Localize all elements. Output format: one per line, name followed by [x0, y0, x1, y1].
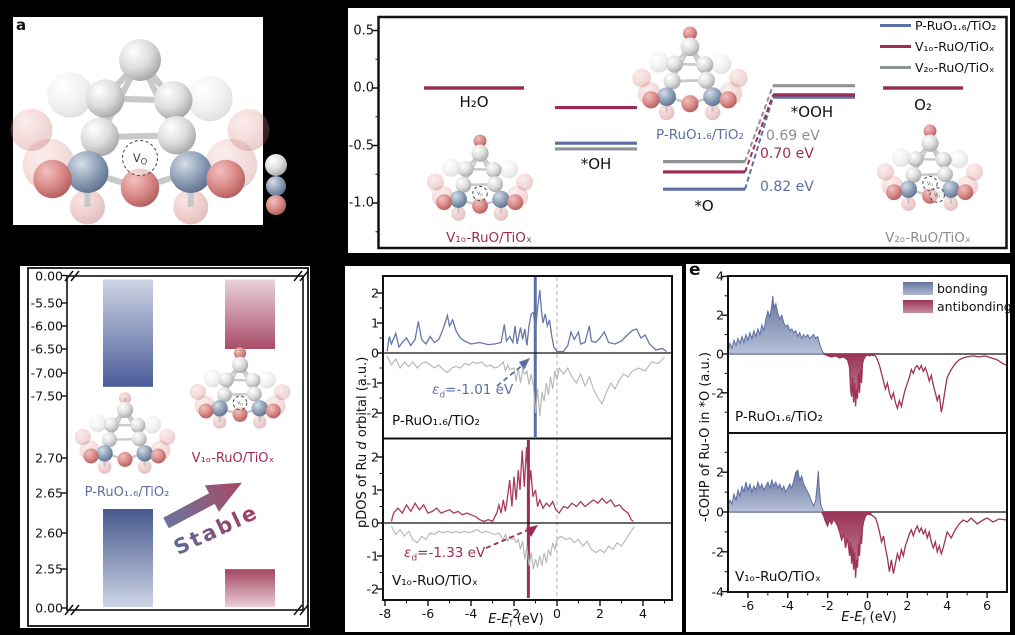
- d-ytick: 2: [371, 449, 379, 465]
- state-label-oh: *OH: [580, 155, 612, 173]
- c-ytick: -6.50: [30, 341, 63, 357]
- c-ytick: 2.70: [35, 450, 63, 466]
- c-ytick: 0.00: [35, 600, 63, 616]
- state-label-ooh: *OOH: [790, 103, 834, 121]
- o-atom-legend-sphere: [266, 195, 286, 215]
- state-label-o2: O₂: [914, 96, 932, 114]
- d-ytick: -1: [366, 548, 379, 564]
- c-ytick: -5.50: [30, 295, 63, 311]
- d-xtick: -2: [507, 606, 521, 621]
- barrier-v2o: 0.69 eV: [766, 128, 820, 144]
- barrier-p: 0.82 eV: [760, 179, 814, 195]
- e-ytick: 0: [716, 346, 724, 362]
- pdos-x-axis-label: E-Ef (eV): [488, 612, 544, 630]
- e-ytick: -2: [711, 544, 724, 560]
- legend-item-v1o: V₁ₒ-RuO/TiOₓ: [880, 39, 994, 54]
- bonding-swatch: [903, 282, 933, 295]
- cohp-legend-antibonding: antibonding: [903, 299, 1012, 314]
- inset-label-p: P-RuO₁.₆/TiO₂: [656, 127, 744, 143]
- panel-a-label: a: [16, 16, 27, 34]
- e-xtick: 4: [943, 598, 952, 613]
- e-ytick: -4: [711, 584, 724, 600]
- b-ytick: 0.5: [353, 23, 374, 38]
- d-ytick: 2: [371, 285, 379, 301]
- eps-annotation-p: εd=-1.01 eV: [432, 382, 514, 401]
- cohp-subplot-label-p: P-RuO₁.₆/TiO₂: [735, 409, 823, 425]
- eps-annotation-v1o: εd=-1.33 eV: [404, 545, 486, 564]
- c-ytick: -7.50: [30, 388, 63, 404]
- d-ytick: 0: [371, 515, 379, 531]
- inset-label-v1o: V₁ₒ-RuO/TiOₓ: [446, 230, 532, 246]
- state-label-o: *O: [694, 197, 714, 215]
- d-ytick: -2: [366, 405, 379, 421]
- b-ytick: -1.0: [348, 195, 374, 211]
- legend-line-gray: [880, 65, 911, 70]
- legend-label: antibonding: [937, 299, 1012, 314]
- legend-label: V₂ₒ-RuO/TiOₓ: [915, 60, 995, 75]
- category-label-p: P-RuO₁.₆/TiO₂: [84, 485, 170, 500]
- cohp-x-axis-label: E-Ef (eV): [841, 610, 897, 628]
- state-label-h2o: H₂O: [459, 93, 489, 111]
- panel-e-label: e: [689, 260, 701, 280]
- d-xtick: 4: [639, 606, 647, 621]
- e-xtick: -2: [821, 598, 834, 613]
- cohp-legend-bonding: bonding: [903, 281, 988, 296]
- panel-a-structure: [13, 17, 263, 225]
- cohp-y-axis-label: -COHP of Ru-O in *O (a.u.): [698, 352, 713, 522]
- e-ytick: 0: [716, 504, 724, 520]
- e-ytick: 4: [716, 268, 724, 284]
- d-xtick: 0: [553, 606, 561, 621]
- d-xtick: -4: [464, 606, 478, 621]
- e-xtick: 6: [983, 598, 992, 613]
- pdos-subplot-label-v1o: V₁ₒ-RuO/TiOₓ: [392, 573, 478, 589]
- c-ytick: 2.60: [35, 525, 63, 541]
- e-xtick: 0: [863, 598, 872, 613]
- e-ytick: 2: [716, 307, 724, 323]
- e-xtick: -4: [781, 598, 795, 613]
- legend-label: bonding: [937, 281, 988, 296]
- inset-label-v2o: V₂ₒ-RuO/TiOₓ: [885, 230, 971, 246]
- antibonding-swatch: [903, 300, 933, 313]
- legend-item-v2o: V₂ₒ-RuO/TiOₓ: [880, 60, 994, 75]
- legend-label: P-RuO₁.₆/TiO₂: [915, 18, 997, 33]
- c-ytick: 0.00: [35, 268, 63, 283]
- legend-label: V₁ₒ-RuO/TiOₓ: [915, 39, 995, 54]
- pdos-subplot-label-p: P-RuO₁.₆/TiO₂: [392, 413, 480, 429]
- b-ytick: 0.0: [353, 80, 374, 96]
- ti-atom-legend-sphere: [266, 176, 286, 196]
- d-xtick: -6: [421, 606, 435, 621]
- barrier-v1o: 0.70 eV: [760, 146, 814, 162]
- legend-line-red: [880, 44, 911, 49]
- c-ytick: -6.00: [30, 318, 63, 334]
- e-ytick: -2: [711, 385, 724, 401]
- e-ytick: 2: [716, 464, 724, 480]
- category-label-v1o: V₁ₒ-RuO/TiOₓ: [191, 451, 275, 466]
- d-ytick: 1: [371, 482, 379, 498]
- legend-item-p: P-RuO₁.₆/TiO₂: [880, 18, 996, 33]
- e-xtick: 2: [903, 598, 912, 613]
- d-xtick: 2: [596, 606, 604, 621]
- b-ytick: -0.5: [348, 138, 374, 153]
- d-xtick: -8: [378, 606, 392, 621]
- c-ytick: -7.00: [30, 365, 63, 381]
- panel-c-stability-chart: [20, 266, 310, 628]
- ru-atom-legend-sphere: [265, 154, 287, 176]
- d-ytick: -1: [366, 375, 379, 391]
- d-ytick: 0: [371, 345, 379, 361]
- c-ytick: 2.65: [35, 485, 63, 501]
- d-ytick: 1: [371, 315, 379, 331]
- cohp-subplot-label-v1o: V₁ₒ-RuO/TiOₓ: [735, 569, 821, 585]
- legend-line-blue: [880, 23, 911, 28]
- d-ytick: -2: [366, 581, 379, 597]
- e-xtick: -6: [741, 598, 755, 613]
- c-ytick: 2.55: [35, 561, 63, 577]
